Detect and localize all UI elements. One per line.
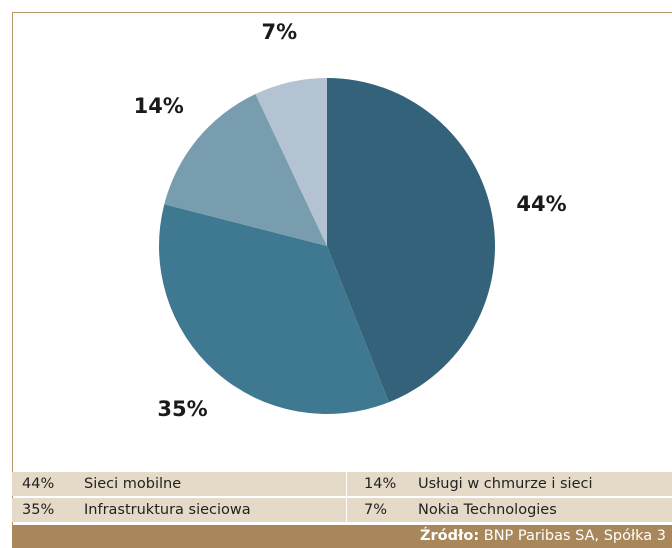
pie-labels: 44% 35% 14% 7% <box>134 20 567 421</box>
legend: 44% Sieci mobilne 14% Usługi w chmurze i… <box>12 472 672 522</box>
source-value: BNP Paribas SA, Spółka 3 <box>483 528 666 544</box>
pie-chart: 44% 35% 14% 7% <box>134 20 567 421</box>
legend-row: 35% Infrastruktura sieciowa 7% Nokia Tec… <box>12 498 672 522</box>
legend-label: Sieci mobilne <box>84 476 182 492</box>
pie-slices <box>158 78 495 415</box>
legend-label: Usługi w chmurze i sieci <box>418 476 593 492</box>
source-text: Źródło: BNP Paribas SA, Spółka 3 <box>420 525 666 548</box>
legend-label: Nokia Technologies <box>418 502 557 518</box>
legend-percent: 35% <box>22 502 55 518</box>
source-label: Źródło: <box>419 528 480 544</box>
legend-label: Infrastruktura sieciowa <box>84 502 251 518</box>
legend-percent: 14% <box>364 476 397 492</box>
legend-divider <box>346 472 347 496</box>
legend-row: 44% Sieci mobilne 14% Usługi w chmurze i… <box>12 472 672 496</box>
pie-slice-4 <box>255 78 327 246</box>
pie-slice-2 <box>158 204 389 415</box>
pie-label-4: 7% <box>262 20 298 44</box>
source-bar: Źródło: BNP Paribas SA, Spółka 3 <box>12 525 672 548</box>
legend-percent: 44% <box>22 476 55 492</box>
pie-slice-1 <box>327 78 495 403</box>
pie-slice-3 <box>164 93 327 247</box>
chart-frame <box>12 12 672 548</box>
pie-label-1: 44% <box>516 192 566 216</box>
legend-divider <box>346 498 347 522</box>
pie-label-2: 35% <box>157 397 207 421</box>
pie-label-3: 14% <box>134 94 184 118</box>
legend-percent: 7% <box>364 502 388 518</box>
